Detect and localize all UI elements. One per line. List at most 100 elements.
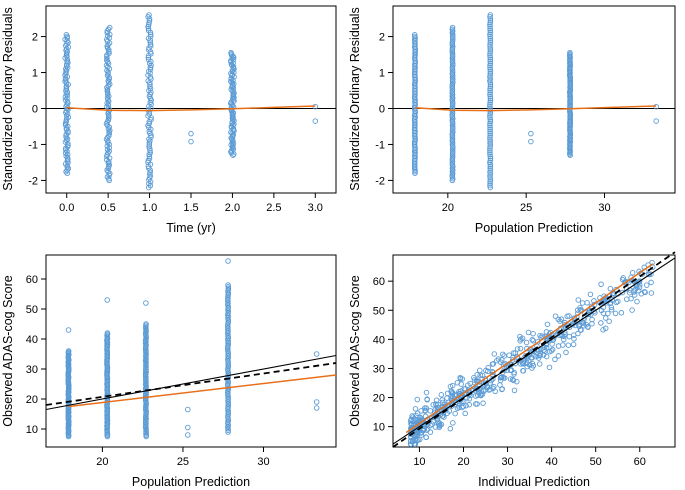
- data-point: [476, 379, 483, 385]
- data-point: [450, 420, 456, 426]
- data-point: [480, 400, 486, 406]
- data-point: [449, 157, 456, 163]
- y-tick-label: -2: [28, 175, 38, 187]
- data-point: [571, 332, 577, 338]
- data-point: [63, 32, 70, 38]
- data-point: [65, 81, 71, 88]
- data-point: [487, 72, 493, 78]
- data-point: [146, 111, 153, 117]
- data-point: [411, 438, 417, 444]
- data-point: [449, 47, 456, 53]
- plot-marks: [46, 12, 336, 191]
- data-point: [145, 27, 152, 34]
- smooth-line: [405, 263, 654, 434]
- data-point: [427, 408, 434, 414]
- data-point: [487, 89, 493, 96]
- regression-line: [45, 362, 337, 406]
- data-point: [438, 392, 445, 398]
- data-point: [462, 410, 468, 417]
- data-point: [629, 307, 635, 313]
- data-point: [514, 378, 520, 385]
- data-point: [185, 432, 191, 438]
- data-point: [487, 146, 493, 152]
- plot-frame: [45, 5, 337, 194]
- data-point: [487, 177, 494, 183]
- data-point: [225, 285, 232, 292]
- data-point: [487, 155, 494, 162]
- data-point: [147, 41, 154, 47]
- data-point: [529, 336, 535, 343]
- data-point: [566, 333, 573, 340]
- data-point: [437, 422, 443, 428]
- data-point: [555, 353, 562, 359]
- y-tick-label: 2: [32, 32, 38, 44]
- data-point: [479, 372, 486, 379]
- data-point: [487, 128, 493, 135]
- data-point: [449, 150, 456, 156]
- data-point: [105, 139, 111, 146]
- data-point: [439, 397, 446, 403]
- identity-line: [392, 257, 676, 445]
- y-tick-label: 60: [373, 276, 385, 288]
- data-point: [449, 41, 456, 48]
- data-point: [529, 360, 536, 367]
- y-axis-label: Observed ADAS-cog Score: [1, 275, 15, 427]
- data-point: [598, 281, 604, 288]
- data-point: [435, 404, 441, 411]
- data-point: [487, 58, 493, 65]
- data-point: [449, 158, 456, 165]
- data-point: [511, 387, 518, 394]
- data-point: [528, 138, 534, 145]
- data-point: [577, 307, 584, 313]
- data-point: [487, 115, 493, 121]
- data-point: [487, 140, 493, 146]
- data-point: [143, 300, 149, 306]
- data-point: [423, 405, 429, 411]
- data-point: [523, 339, 530, 346]
- data-point: [472, 393, 479, 399]
- data-point: [561, 336, 567, 343]
- data-point: [598, 320, 604, 326]
- data-point: [449, 38, 456, 45]
- data-point: [147, 33, 154, 40]
- data-point: [146, 12, 152, 18]
- data-point: [561, 321, 568, 328]
- data-point: [487, 74, 493, 80]
- x-tick-label: 2.0: [225, 202, 240, 214]
- data-point: [487, 45, 493, 51]
- data-point: [510, 377, 517, 384]
- y-tick-label: 50: [26, 304, 38, 316]
- data-point: [65, 348, 72, 354]
- data-point: [487, 54, 494, 61]
- data-point: [471, 374, 477, 381]
- data-point: [528, 130, 534, 137]
- data-point: [519, 335, 526, 342]
- data-point: [575, 307, 581, 313]
- data-point: [487, 163, 494, 170]
- y-axis: -2 -1 0 1 2: [28, 32, 46, 187]
- data-point: [104, 330, 111, 336]
- data-point: [487, 118, 494, 125]
- x-tick-label: 50: [590, 456, 602, 468]
- data-point: [487, 49, 494, 55]
- x-tick-label: 60: [634, 456, 646, 468]
- panel-observed-vs-population: 20 25 30 10 20 30 40 50 60 Population Predictio…: [1, 254, 337, 489]
- data-point: [487, 101, 493, 107]
- data-point: [641, 288, 648, 295]
- data-point: [555, 316, 562, 323]
- data-point: [517, 333, 523, 340]
- y-axis: -2 -1 0 1 2: [375, 32, 393, 187]
- data-point: [458, 381, 464, 387]
- y-tick-label: -1: [28, 139, 38, 151]
- data-point: [487, 144, 493, 150]
- y-tick-label: 40: [373, 334, 385, 346]
- data-point: [608, 306, 615, 313]
- data-point: [487, 33, 493, 40]
- data-point: [449, 52, 456, 58]
- data-point: [487, 52, 493, 59]
- data-point: [145, 56, 152, 63]
- data-point: [449, 35, 456, 41]
- data-point: [418, 408, 424, 414]
- data-point: [487, 111, 493, 117]
- data-point: [520, 368, 527, 374]
